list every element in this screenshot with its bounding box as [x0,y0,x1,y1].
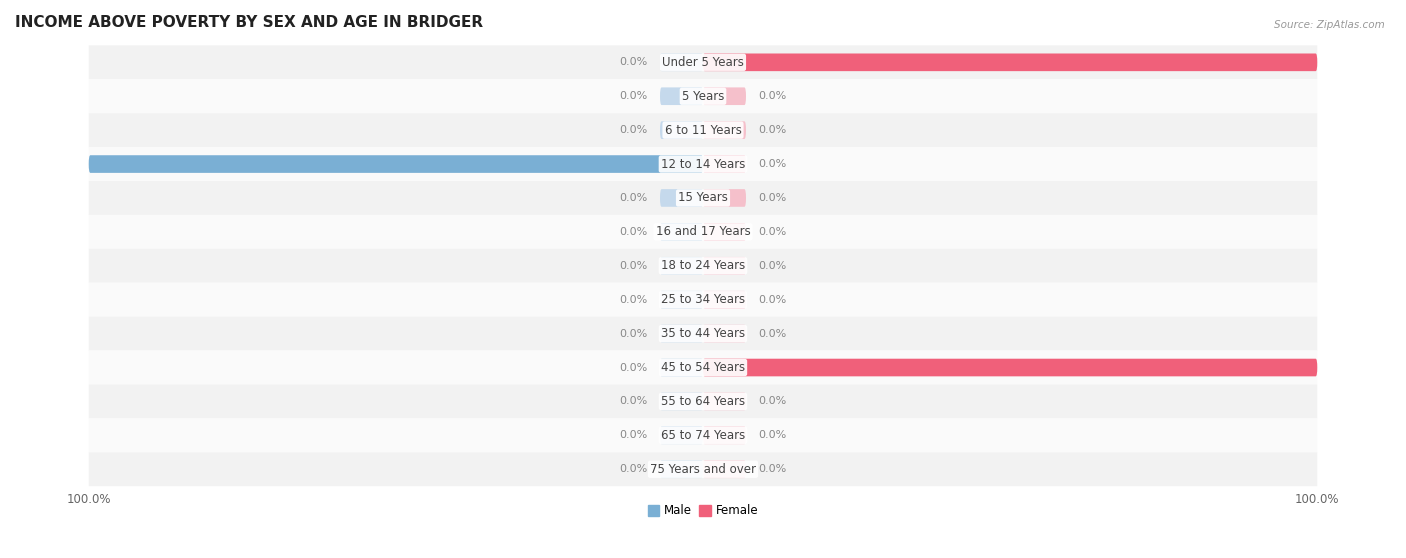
Text: 0.0%: 0.0% [758,261,786,271]
FancyBboxPatch shape [659,325,703,343]
Text: 0.0%: 0.0% [758,295,786,305]
Text: 0.0%: 0.0% [620,57,648,68]
Text: Source: ZipAtlas.com: Source: ZipAtlas.com [1274,20,1385,30]
Text: INCOME ABOVE POVERTY BY SEX AND AGE IN BRIDGER: INCOME ABOVE POVERTY BY SEX AND AGE IN B… [15,15,484,30]
Text: 0.0%: 0.0% [758,193,786,203]
FancyBboxPatch shape [703,393,747,410]
Text: 0.0%: 0.0% [758,227,786,237]
Text: 6 to 11 Years: 6 to 11 Years [665,124,741,137]
FancyBboxPatch shape [659,257,703,275]
FancyBboxPatch shape [659,121,703,139]
FancyBboxPatch shape [89,283,1317,316]
Text: 100.0%: 100.0% [1330,57,1375,68]
FancyBboxPatch shape [89,155,703,173]
FancyBboxPatch shape [703,325,747,343]
FancyBboxPatch shape [703,54,1317,71]
FancyBboxPatch shape [89,316,1317,350]
Text: 35 to 44 Years: 35 to 44 Years [661,327,745,340]
Text: 25 to 34 Years: 25 to 34 Years [661,293,745,306]
FancyBboxPatch shape [89,384,1317,418]
Text: 0.0%: 0.0% [758,91,786,101]
Text: 0.0%: 0.0% [758,159,786,169]
Text: 75 Years and over: 75 Years and over [650,463,756,476]
FancyBboxPatch shape [659,189,703,207]
FancyBboxPatch shape [89,181,1317,215]
FancyBboxPatch shape [703,155,747,173]
Text: 0.0%: 0.0% [620,430,648,440]
FancyBboxPatch shape [659,426,703,444]
Text: 5 Years: 5 Years [682,90,724,103]
FancyBboxPatch shape [89,418,1317,453]
FancyBboxPatch shape [89,79,1317,113]
FancyBboxPatch shape [703,426,747,444]
Text: 0.0%: 0.0% [758,430,786,440]
Text: 0.0%: 0.0% [758,396,786,406]
FancyBboxPatch shape [659,393,703,410]
Text: 0.0%: 0.0% [620,464,648,474]
FancyBboxPatch shape [703,189,747,207]
FancyBboxPatch shape [89,147,1317,181]
Text: 0.0%: 0.0% [620,363,648,373]
FancyBboxPatch shape [703,121,747,139]
Text: 0.0%: 0.0% [620,91,648,101]
FancyBboxPatch shape [89,350,1317,384]
Text: 12 to 14 Years: 12 to 14 Years [661,157,745,171]
Legend: Male, Female: Male, Female [643,499,763,522]
Text: 0.0%: 0.0% [620,261,648,271]
Text: Under 5 Years: Under 5 Years [662,56,744,69]
FancyBboxPatch shape [659,291,703,309]
Text: 100.0%: 100.0% [1330,363,1375,373]
Text: 0.0%: 0.0% [758,125,786,135]
Text: 100.0%: 100.0% [31,159,76,169]
FancyBboxPatch shape [703,88,747,105]
FancyBboxPatch shape [703,291,747,309]
FancyBboxPatch shape [89,113,1317,147]
FancyBboxPatch shape [703,359,1317,376]
Text: 0.0%: 0.0% [620,125,648,135]
Text: 55 to 64 Years: 55 to 64 Years [661,395,745,408]
Text: 16 and 17 Years: 16 and 17 Years [655,225,751,238]
FancyBboxPatch shape [703,223,747,240]
FancyBboxPatch shape [89,215,1317,249]
FancyBboxPatch shape [659,88,703,105]
FancyBboxPatch shape [659,54,703,71]
FancyBboxPatch shape [659,359,703,376]
Text: 18 to 24 Years: 18 to 24 Years [661,259,745,272]
Text: 65 to 74 Years: 65 to 74 Years [661,429,745,442]
FancyBboxPatch shape [703,257,747,275]
Text: 0.0%: 0.0% [620,227,648,237]
Text: 0.0%: 0.0% [620,329,648,339]
Text: 0.0%: 0.0% [620,396,648,406]
FancyBboxPatch shape [89,453,1317,486]
FancyBboxPatch shape [703,460,747,478]
FancyBboxPatch shape [89,249,1317,283]
FancyBboxPatch shape [659,460,703,478]
FancyBboxPatch shape [659,223,703,240]
Text: 0.0%: 0.0% [758,329,786,339]
Text: 0.0%: 0.0% [620,193,648,203]
Text: 0.0%: 0.0% [620,295,648,305]
Text: 0.0%: 0.0% [758,464,786,474]
Text: 15 Years: 15 Years [678,191,728,204]
FancyBboxPatch shape [89,45,1317,79]
Text: 45 to 54 Years: 45 to 54 Years [661,361,745,374]
